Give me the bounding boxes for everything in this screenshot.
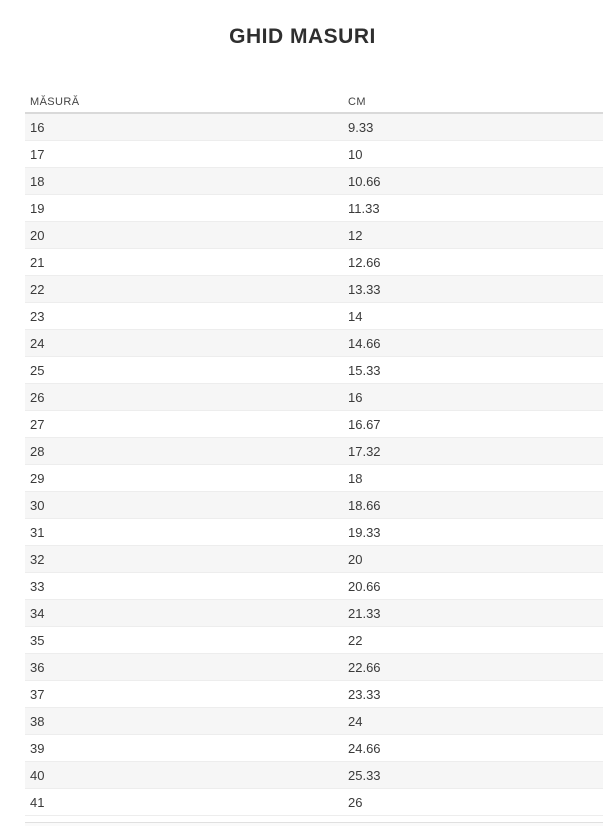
size-cell: 18	[30, 173, 45, 189]
column-header-cm: CM	[348, 95, 366, 108]
size-cell: 28	[30, 443, 45, 459]
size-cell: 37	[30, 686, 45, 702]
size-cell: 30	[30, 497, 45, 513]
table-row: 26 16	[25, 384, 603, 411]
size-cell: 36	[30, 659, 45, 675]
table-row: 29 18	[25, 465, 603, 492]
table-row: 38 24	[25, 708, 603, 735]
cm-cell: 26	[348, 794, 363, 810]
table-row: 18 10.66	[25, 168, 603, 195]
cm-cell: 23.33	[348, 686, 381, 702]
cm-cell: 14.66	[348, 335, 381, 351]
size-cell: 41	[30, 794, 45, 810]
table-row: 27 16.67	[25, 411, 603, 438]
cm-cell: 12.66	[348, 254, 381, 270]
cm-cell: 15.33	[348, 362, 381, 378]
cm-cell: 13.33	[348, 281, 381, 297]
table-row: 19 11.33	[25, 195, 603, 222]
cm-cell: 12	[348, 227, 363, 243]
table-row: 16 9.33	[25, 114, 603, 141]
table-header-row: MĂSURĂ CM	[25, 91, 603, 114]
cm-cell: 20	[348, 551, 363, 567]
cm-cell: 24.66	[348, 740, 381, 756]
cm-cell: 17.32	[348, 443, 381, 459]
size-cell: 25	[30, 362, 45, 378]
table-row: 34 21.33	[25, 600, 603, 627]
table-row: 28 17.32	[25, 438, 603, 465]
size-cell: 22	[30, 281, 45, 297]
cm-cell: 16	[348, 389, 363, 405]
size-guide-table: MĂSURĂ CM 16 9.33 17 10 18 10.66	[25, 91, 603, 826]
cm-cell: 25.33	[348, 767, 381, 783]
size-cell: 40	[30, 767, 45, 783]
table-row: 33 20.66	[25, 573, 603, 600]
table-row: 17 10	[25, 141, 603, 168]
cm-cell: 14	[348, 308, 363, 324]
size-cell: 23	[30, 308, 45, 324]
table-row: 21 12.66	[25, 249, 603, 276]
size-cell: 17	[30, 146, 45, 162]
size-cell: 39	[30, 740, 45, 756]
table-row: 40 25.33	[25, 762, 603, 789]
table-row: 35 22	[25, 627, 603, 654]
size-cell: 35	[30, 632, 45, 648]
table-body: 16 9.33 17 10 18 10.66 19 11.33	[25, 114, 603, 816]
table-row: 22 13.33	[25, 276, 603, 303]
size-cell: 24	[30, 335, 45, 351]
table-row: 31 19.33	[25, 519, 603, 546]
table-row: 25 15.33	[25, 357, 603, 384]
column-header-size: MĂSURĂ	[30, 95, 80, 108]
table-row: 41 26	[25, 789, 603, 816]
size-cell: 16	[30, 119, 45, 135]
table-row: 23 14	[25, 303, 603, 330]
partial-next-row	[25, 822, 603, 826]
page-title: GHID MASURI	[229, 25, 376, 48]
table-row: 37 23.33	[25, 681, 603, 708]
cm-cell: 22	[348, 632, 363, 648]
table-row: 30 18.66	[25, 492, 603, 519]
table-row: 24 14.66	[25, 330, 603, 357]
cm-cell: 10.66	[348, 173, 381, 189]
cm-cell: 22.66	[348, 659, 381, 675]
size-cell: 19	[30, 200, 45, 216]
cm-cell: 24	[348, 713, 363, 729]
size-cell: 26	[30, 389, 45, 405]
table-row: 39 24.66	[25, 735, 603, 762]
cm-cell: 20.66	[348, 578, 381, 594]
cm-cell: 18.66	[348, 497, 381, 513]
cm-cell: 11.33	[348, 200, 380, 216]
table-row: 32 20	[25, 546, 603, 573]
size-cell: 33	[30, 578, 45, 594]
table-row: 36 22.66	[25, 654, 603, 681]
size-cell: 21	[30, 254, 45, 270]
size-cell: 32	[30, 551, 45, 567]
cm-cell: 9.33	[348, 119, 374, 135]
size-cell: 38	[30, 713, 45, 729]
cm-cell: 10	[348, 146, 363, 162]
size-cell: 34	[30, 605, 45, 621]
table-row: 20 12	[25, 222, 603, 249]
cm-cell: 21.33	[348, 605, 381, 621]
size-cell: 27	[30, 416, 45, 432]
size-cell: 20	[30, 227, 45, 243]
size-cell: 29	[30, 470, 45, 486]
cm-cell: 16.67	[348, 416, 381, 432]
cm-cell: 19.33	[348, 524, 381, 540]
cm-cell: 18	[348, 470, 363, 486]
size-cell: 31	[30, 524, 45, 540]
